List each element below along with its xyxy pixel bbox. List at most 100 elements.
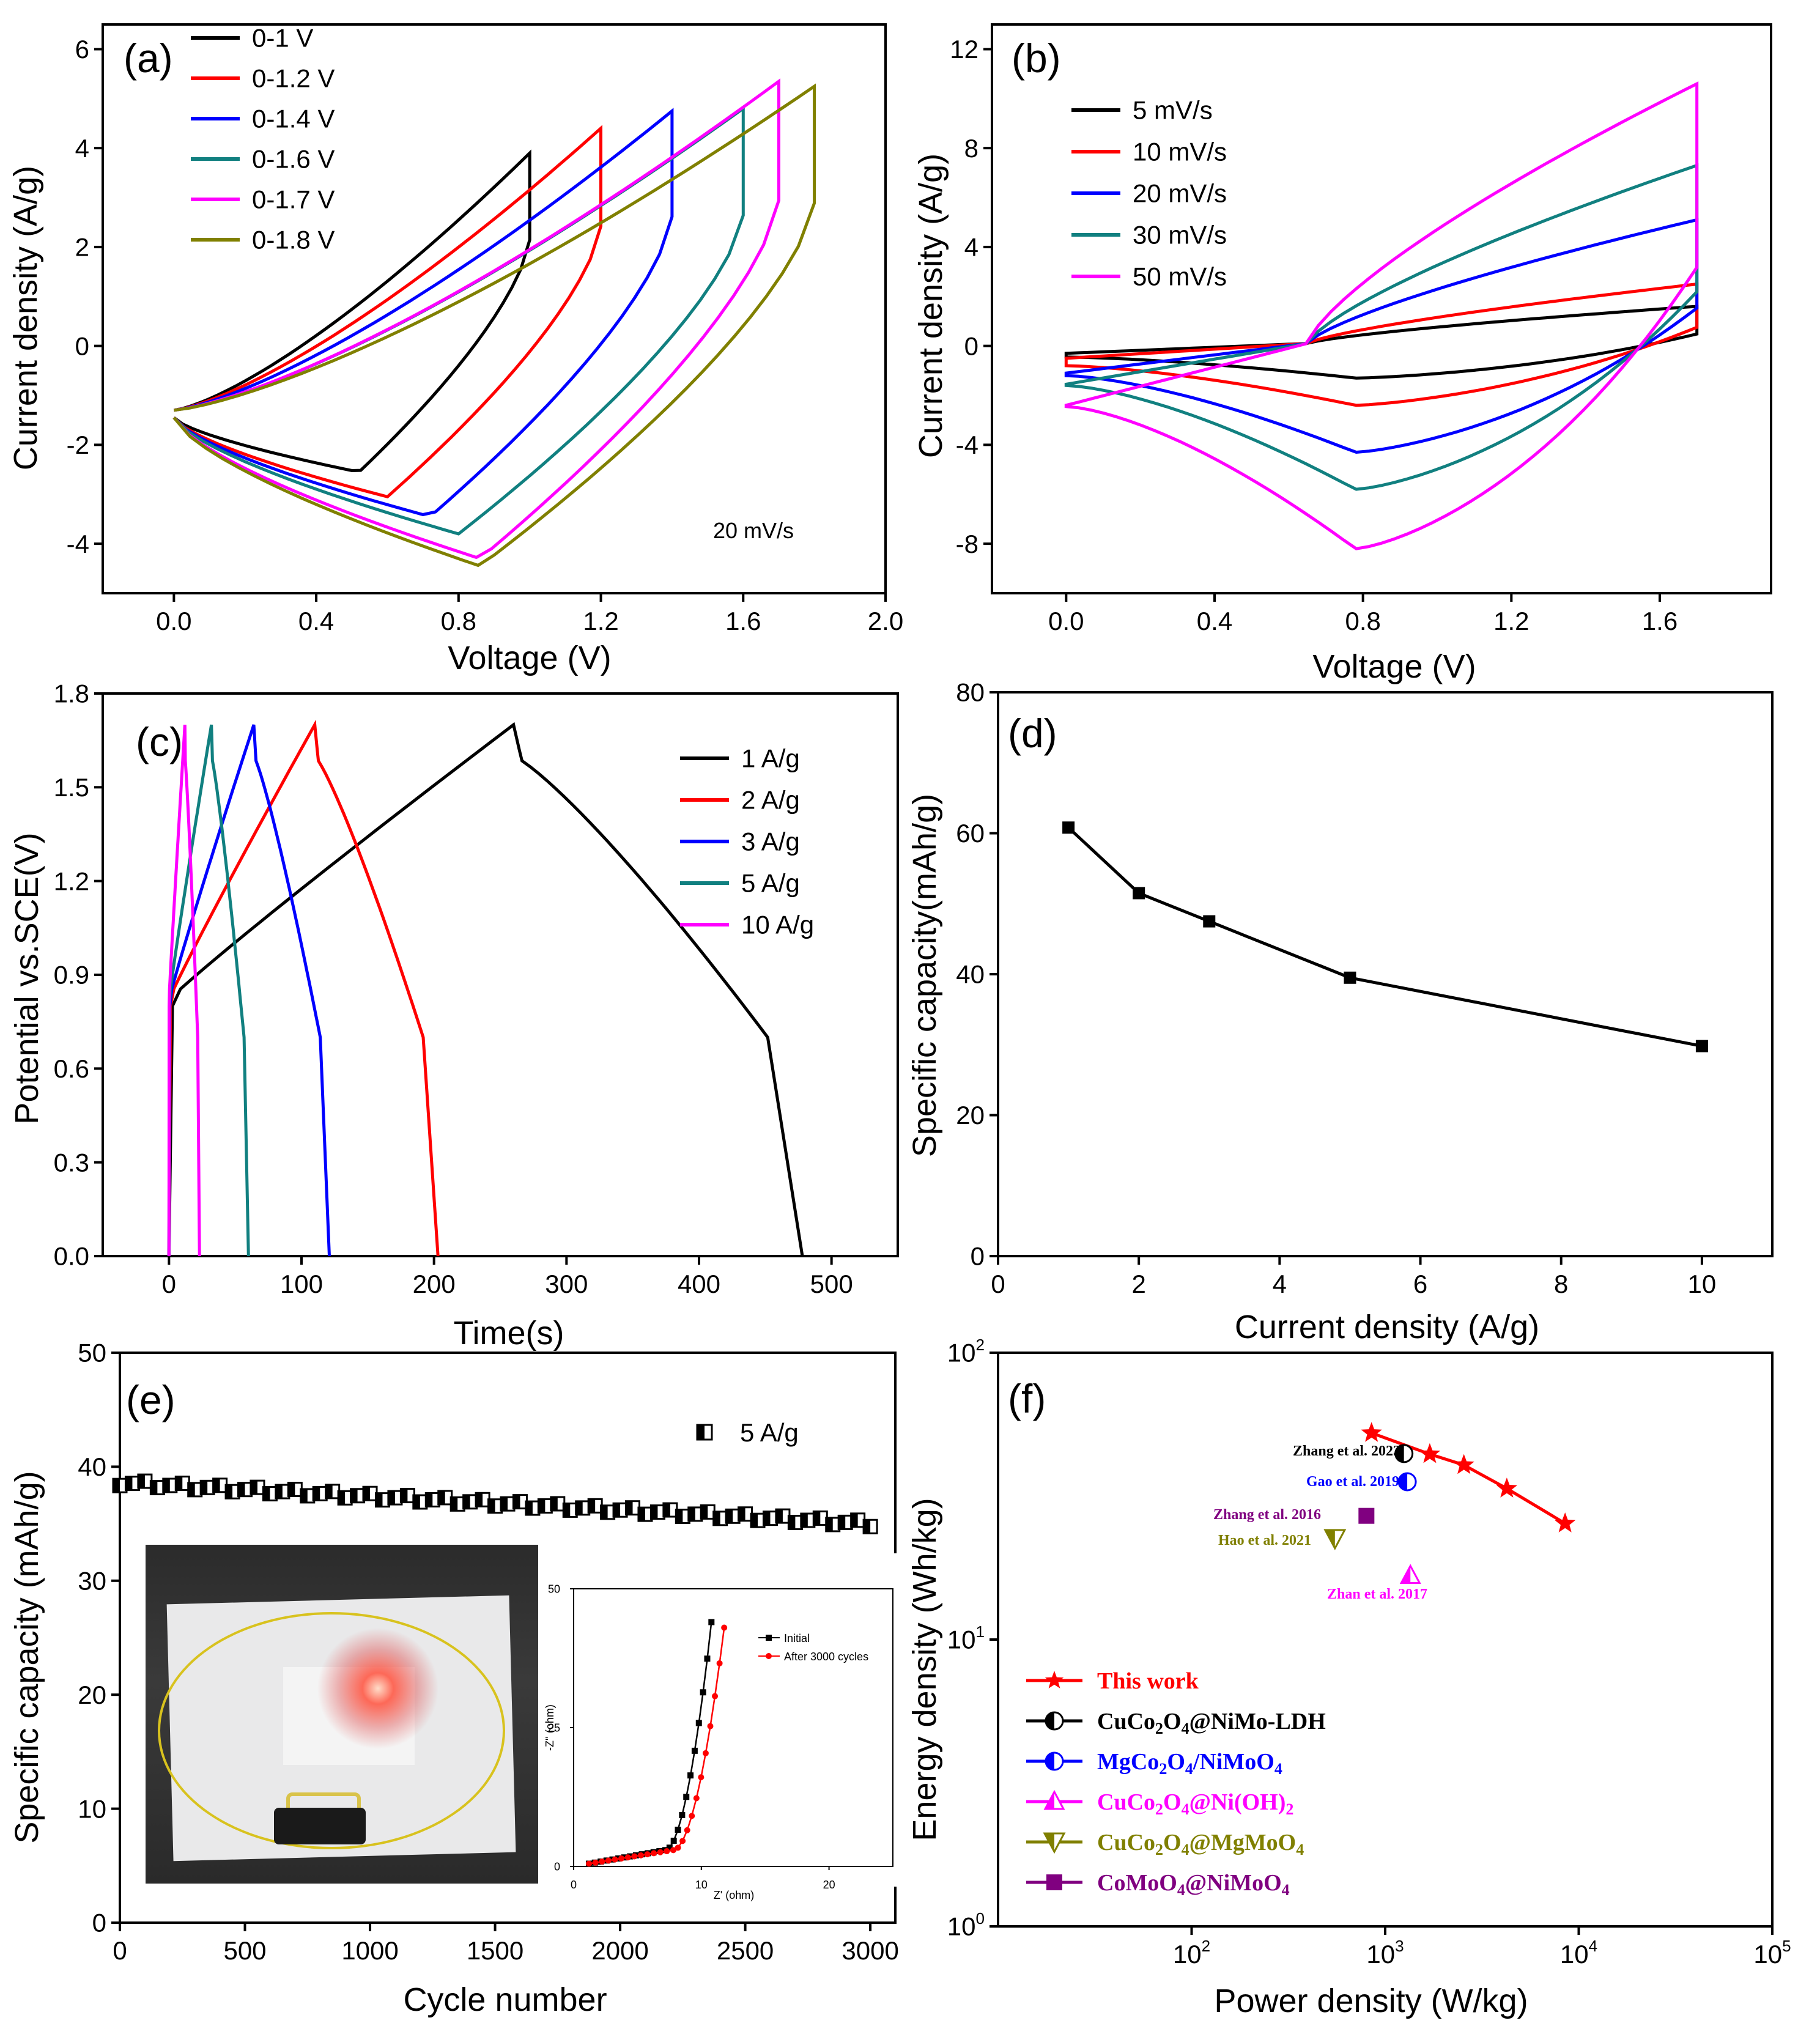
pe-point-fill-37 — [575, 1501, 583, 1515]
pe-xtick-label: 1000 — [341, 1936, 398, 1965]
pf-legend-3-marker-fill — [1045, 1792, 1054, 1809]
pa-ytick-label: -4 — [67, 530, 89, 558]
panel-f-ylabel: Energy density (Wh/kg) — [906, 1498, 943, 1841]
pf-ytick-label: 100 — [947, 1909, 985, 1941]
pf-legend-1-label: CuCo2O4@NiMo-LDH — [1097, 1709, 1326, 1737]
panel-c-tag: (c) — [136, 719, 183, 764]
pf-thiswork-point-1 — [1419, 1443, 1441, 1463]
pf-thiswork-point-2 — [1453, 1454, 1474, 1474]
pe-inset-pt-1-6 — [624, 1854, 631, 1861]
pd-ytick-label: 80 — [956, 678, 985, 707]
pf-legend-4-marker-fill — [1045, 1833, 1054, 1852]
pe-point-fill-17 — [325, 1484, 333, 1498]
panel-e-xlabel: Cycle number — [403, 1981, 607, 2018]
annot-zhan-2017: Zhan et al. 2017 — [1327, 1586, 1427, 1602]
pb-series-4 — [1064, 81, 1699, 550]
pd-point-2 — [1203, 915, 1216, 928]
pe-point-fill-40 — [613, 1503, 621, 1517]
panel-f-tag: (f) — [1008, 1376, 1046, 1421]
pe-point-fill-38 — [588, 1499, 596, 1513]
pe-point-fill-58 — [838, 1515, 846, 1529]
pe-point-fill-34 — [538, 1499, 546, 1513]
pe-inset-pt-1-16 — [684, 1827, 690, 1833]
pe-inset-xtick-label: 0 — [571, 1879, 577, 1891]
pe-legend-marker-fill — [697, 1425, 705, 1440]
pc-legend-3-label: 5 A/g — [741, 869, 800, 898]
pd-point-0 — [1062, 821, 1075, 834]
pd-point-4 — [1695, 1040, 1708, 1052]
pe-point-fill-39 — [601, 1505, 608, 1519]
pe-inset-pt-0-15 — [670, 1837, 677, 1844]
pe-point-fill-44 — [663, 1503, 670, 1517]
led-glow — [317, 1627, 439, 1750]
panel-a: (a) Voltage (V) Current density (A/g) 20… — [7, 23, 903, 676]
pc-xtick-label: 300 — [545, 1270, 588, 1298]
pa-ytick-label: 6 — [75, 35, 89, 64]
pf-legend-5-marker — [1046, 1874, 1062, 1890]
pe-inset-pt-0-20 — [691, 1747, 698, 1754]
pa-legend-3-label: 0-1.6 V — [252, 145, 335, 174]
pf-xtick-label: 105 — [1753, 1937, 1791, 1969]
pf-legend-2-marker-fill — [1046, 1753, 1054, 1770]
pe-ytick-label: 0 — [92, 1909, 106, 1937]
pc-legend-0-label: 1 A/g — [741, 744, 800, 773]
pa-ytick-label: 4 — [75, 134, 89, 163]
panel-f-xlabel: Power density (W/kg) — [1214, 1983, 1528, 2019]
pf-ytick-label: 102 — [947, 1336, 985, 1367]
pe-point-fill-15 — [300, 1489, 308, 1503]
pb-xtick-label: 0.4 — [1197, 607, 1232, 635]
pe-point-fill-16 — [313, 1487, 320, 1501]
pb-xtick-label: 1.6 — [1642, 607, 1678, 635]
pd-point-1 — [1133, 887, 1145, 900]
pe-point-fill-1 — [125, 1476, 133, 1490]
panel-e-tag: (e) — [126, 1377, 176, 1422]
pe-point-fill-30 — [488, 1499, 495, 1513]
panel-c-xlabel: Time(s) — [454, 1315, 564, 1352]
pe-point-fill-32 — [513, 1495, 520, 1509]
pe-point-fill-41 — [626, 1501, 633, 1515]
pf-thiswork-point-3 — [1496, 1477, 1517, 1498]
pb-series-1 — [1064, 282, 1699, 407]
pe-point-fill-27 — [451, 1497, 458, 1511]
pe-inset-pt-1-11 — [657, 1849, 664, 1855]
pb-ytick-label: 12 — [950, 35, 978, 64]
pc-ytick-label: 1.5 — [54, 773, 89, 802]
pf-xtick-label: 103 — [1366, 1937, 1404, 1969]
pe-inset-pt-0-14 — [666, 1844, 673, 1851]
pa-series-1 — [172, 125, 602, 499]
pe-inset-pt-1-8 — [637, 1852, 644, 1858]
pe-ytick-label: 10 — [78, 1794, 106, 1823]
panel-d-ylabel: Specific capacity(mAh/g) — [906, 794, 943, 1157]
pe-point-fill-42 — [638, 1507, 645, 1522]
pe-inset-pt-0-17 — [679, 1811, 686, 1818]
panel-e-ylabel: Specific capacity (mAh/g) — [9, 1471, 45, 1843]
pc-ytick-label: 1.2 — [54, 867, 89, 895]
pe-inset-pt-1-15 — [679, 1838, 686, 1844]
pd-xtick-label: 4 — [1273, 1270, 1287, 1298]
pe-inset-pt-1-5 — [618, 1855, 625, 1862]
pe-inset-pt-1-19 — [698, 1774, 705, 1781]
pe-point-fill-31 — [501, 1497, 508, 1511]
pa-legend-0-label: 0-1 V — [252, 24, 313, 53]
pf-thiswork-point-0 — [1361, 1422, 1382, 1442]
pf-legend-5-label: CoMoO4@NiMoO4 — [1097, 1870, 1290, 1899]
pe-inset-pt-1-13 — [670, 1847, 676, 1854]
pe-inset-pt-0-19 — [687, 1772, 694, 1779]
panel-c-ylabel: Potential vs.SCE(V) — [9, 832, 45, 1124]
pf-ref-point-2-fill — [1399, 1473, 1408, 1490]
pc-series-4 — [167, 724, 201, 1257]
pd-xtick-label: 2 — [1132, 1270, 1146, 1298]
device-photo — [146, 1545, 538, 1884]
pe-ytick-label: 30 — [78, 1567, 106, 1596]
panel-b: (b) Voltage (V) Current density (A/g) 0.… — [912, 23, 1772, 685]
pe-point-fill-20 — [363, 1487, 371, 1501]
pe-point-fill-49 — [726, 1509, 733, 1523]
pb-ytick-label: -4 — [956, 431, 978, 459]
pa-legend-4-label: 0-1.7 V — [252, 185, 335, 214]
pe-point-fill-45 — [676, 1509, 683, 1523]
pc-legend-2-label: 3 A/g — [741, 827, 800, 856]
pf-ref-point-3-fill — [1401, 1566, 1411, 1583]
pf-thiswork-point-4 — [1555, 1512, 1576, 1533]
pe-point-fill-43 — [651, 1505, 658, 1519]
pd-line — [1067, 826, 1703, 1048]
